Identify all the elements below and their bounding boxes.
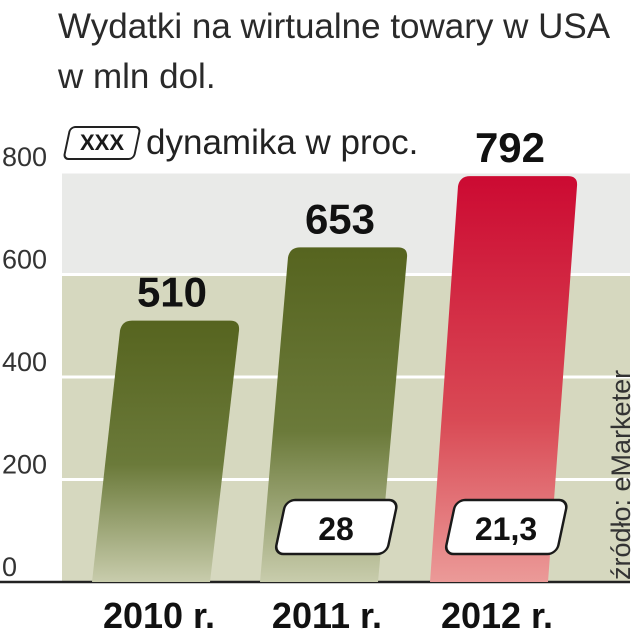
x-tick-label: 2010 r. <box>103 595 215 636</box>
bar-2012r <box>430 176 578 582</box>
source-note: źródło: eMarketer <box>606 369 636 580</box>
x-tick-label: 2011 r. <box>272 595 382 636</box>
y-tick-label: 0 <box>2 552 17 582</box>
legend-text: dynamika w proc. <box>146 123 419 162</box>
chart-title-line-1: Wydatki na wirtualne towary w USA <box>58 7 611 46</box>
bar-2010r <box>92 320 240 582</box>
value-label: 792 <box>475 124 545 171</box>
dynamics-label: 21,3 <box>475 511 537 547</box>
y-tick-label: 400 <box>2 347 47 377</box>
dynamics-badge <box>444 498 568 556</box>
chart-title-line-2: w mln dol. <box>58 57 216 96</box>
dynamics-badge-box <box>274 498 398 556</box>
dynamics-badge-box <box>444 498 568 556</box>
y-tick-label: 600 <box>2 245 47 275</box>
y-tick-label: 800 <box>2 142 47 172</box>
dynamics-label: 28 <box>318 511 354 547</box>
value-label: 510 <box>137 269 207 316</box>
chart-legend: XXX dynamika w proc. <box>62 120 419 166</box>
value-label: 653 <box>305 195 375 242</box>
chart-title: Wydatki na wirtualne towary w USA w mln … <box>58 2 638 102</box>
dynamics-badge <box>274 498 398 556</box>
x-tick-label: 2012 r. <box>441 595 553 636</box>
bar-2011r <box>260 247 408 582</box>
y-tick-label: 200 <box>2 450 47 480</box>
